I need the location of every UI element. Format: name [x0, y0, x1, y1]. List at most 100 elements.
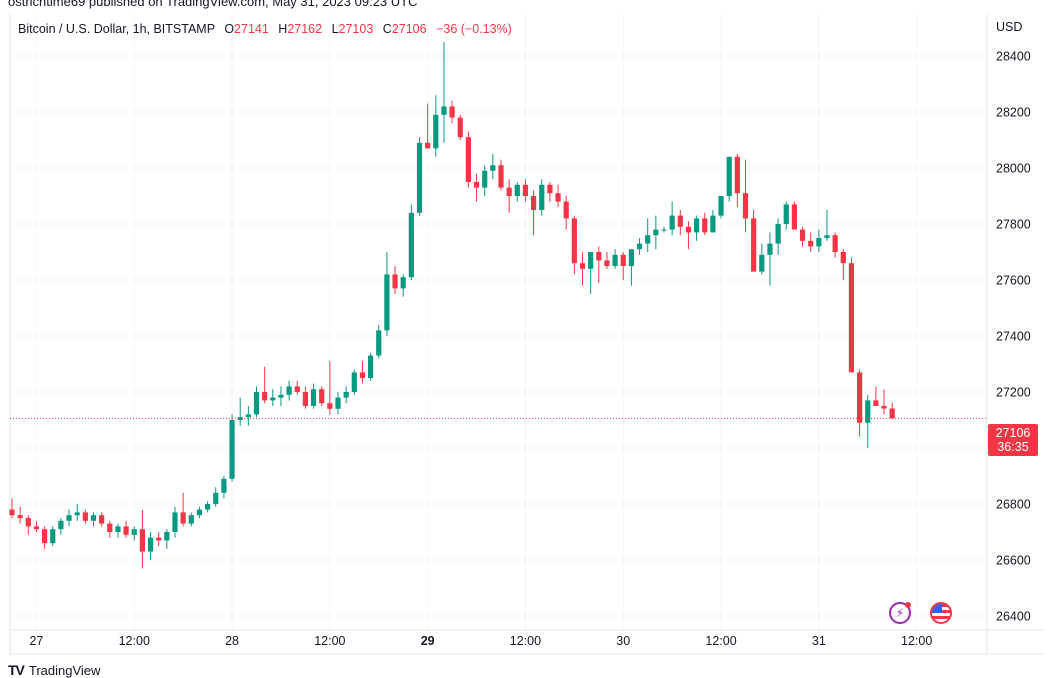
x-tick-label: 29	[421, 634, 435, 648]
candle-body	[164, 532, 170, 541]
candle	[636, 238, 643, 255]
x-tick-label: 12:00	[510, 634, 541, 648]
candle	[840, 249, 846, 280]
candle	[376, 324, 382, 359]
candle	[319, 386, 325, 406]
candle-body	[449, 106, 455, 118]
candle	[408, 204, 414, 280]
candle	[653, 215, 659, 250]
candle-body	[718, 196, 724, 216]
candle-body	[579, 263, 586, 269]
y-tick-label: 28200	[996, 106, 1031, 120]
candle	[490, 154, 496, 180]
candle	[17, 506, 23, 524]
candle	[710, 210, 716, 233]
candle-body	[90, 515, 97, 521]
y-tick-label: 26800	[996, 498, 1031, 512]
candle	[237, 397, 243, 426]
candle	[310, 383, 317, 409]
candle-body	[694, 218, 700, 233]
candle	[335, 392, 341, 415]
candle	[327, 361, 333, 415]
candle	[865, 394, 871, 448]
candle	[506, 179, 512, 213]
candle	[816, 229, 822, 252]
candle	[139, 509, 145, 569]
candle	[873, 386, 879, 406]
candle	[384, 252, 390, 336]
close-value: 27106	[391, 22, 427, 36]
candle	[416, 137, 423, 216]
chart-axes	[9, 14, 1043, 655]
candle	[824, 210, 830, 241]
candle	[245, 406, 251, 426]
candle-body	[172, 512, 178, 532]
candle	[783, 201, 789, 230]
candle	[131, 526, 137, 541]
candle-body	[351, 372, 357, 392]
currency-label[interactable]: USD	[996, 20, 1023, 34]
candle-body	[702, 218, 708, 233]
candle-body	[857, 372, 863, 423]
y-tick-label: 27800	[996, 218, 1031, 232]
candle-body	[139, 529, 145, 552]
candle-body	[66, 515, 72, 521]
candle	[425, 103, 431, 149]
candle-body	[563, 201, 569, 219]
y-tick-label: 28400	[996, 50, 1031, 64]
candle-body	[620, 254, 626, 266]
x-tick-label: 30	[616, 634, 630, 648]
x-tick-label: 12:00	[901, 634, 932, 648]
candle-body	[17, 515, 23, 518]
candle	[74, 504, 80, 521]
candle	[767, 232, 773, 286]
candle-body	[335, 397, 341, 409]
candle	[221, 476, 227, 499]
candle-body	[612, 254, 618, 266]
x-tick-label: 12:00	[119, 634, 150, 648]
candle	[229, 414, 235, 482]
candle-body	[156, 537, 162, 541]
candle	[645, 218, 651, 252]
notification-dot	[905, 602, 911, 608]
candle-body	[783, 204, 789, 224]
candle-body	[465, 137, 471, 182]
candle-body	[661, 229, 667, 231]
candle	[50, 526, 56, 546]
candle	[213, 487, 219, 507]
candle	[172, 506, 178, 538]
candle	[799, 226, 806, 247]
candle	[751, 210, 757, 272]
candle-body	[604, 260, 610, 266]
candle-body	[368, 355, 374, 378]
candle	[702, 212, 708, 236]
candle	[115, 523, 121, 538]
candle-body	[571, 218, 577, 264]
candle-body	[457, 117, 463, 138]
candle-body	[685, 226, 692, 233]
candle-body	[302, 392, 308, 406]
y-tick-label: 27600	[996, 274, 1031, 288]
candle-body	[425, 142, 431, 149]
candle-body	[799, 229, 806, 241]
flash-icon[interactable]: ⚡	[889, 602, 911, 624]
candle	[262, 366, 268, 404]
candle-body	[751, 218, 757, 272]
candle-body	[742, 193, 749, 219]
candle	[881, 389, 887, 415]
candle-body	[816, 238, 822, 247]
candle-body	[645, 235, 651, 244]
candle	[82, 509, 88, 524]
y-tick-label: 26400	[996, 610, 1031, 624]
candle	[498, 159, 504, 191]
candle-body	[824, 235, 830, 238]
low-label: L	[331, 22, 339, 36]
high-value: 27162	[287, 22, 323, 36]
candle-body	[506, 187, 512, 196]
candle	[547, 182, 553, 202]
tradingview-logo-icon: TV	[8, 662, 25, 678]
candle	[791, 201, 797, 230]
candle-body	[677, 215, 683, 227]
us-flag-icon[interactable]	[930, 602, 952, 624]
